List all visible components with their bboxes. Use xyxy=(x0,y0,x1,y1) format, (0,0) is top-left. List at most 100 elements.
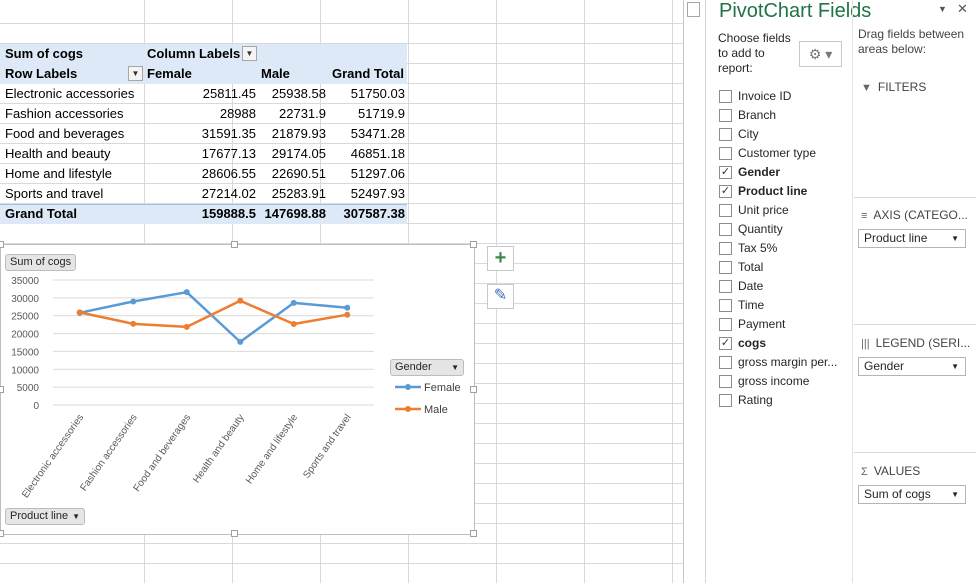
row-label[interactable]: Home and lifestyle xyxy=(5,166,112,181)
field-item[interactable]: Tax 5% xyxy=(719,239,851,258)
field-item[interactable]: Customer type xyxy=(719,144,851,163)
grand-total-label[interactable]: Grand Total xyxy=(5,206,77,221)
field-item[interactable]: Time xyxy=(719,296,851,315)
field-item[interactable]: Unit price xyxy=(719,201,851,220)
field-settings-button[interactable]: ⚙ ▾ xyxy=(799,41,842,67)
worksheet-grid[interactable]: Sum of cogs Column Labels ▼ Row Labels ▼… xyxy=(0,0,684,583)
cell-total[interactable]: 46851.18 xyxy=(350,146,405,161)
cell-total[interactable]: 51750.03 xyxy=(350,86,405,101)
pivot-chart[interactable]: Sum of cogs 35000 30000 25000 20000 15000 100… xyxy=(0,241,477,537)
field-checkbox[interactable]: ✓ xyxy=(719,166,732,179)
cell-female[interactable]: 31591.35 xyxy=(201,126,256,141)
values-field-button[interactable]: Sum of cogs xyxy=(5,254,77,271)
row-label[interactable]: Electronic accessories xyxy=(5,86,135,101)
field-item[interactable]: Payment xyxy=(719,315,851,334)
legend-field-button[interactable]: Gender ▼ xyxy=(390,359,464,376)
cell-total[interactable]: 53471.28 xyxy=(350,126,405,141)
field-item[interactable]: gross income xyxy=(719,372,851,391)
field-item[interactable]: Invoice ID xyxy=(719,87,851,106)
field-checkbox[interactable]: ✓ xyxy=(719,337,732,350)
header-female[interactable]: Female xyxy=(147,66,192,81)
cell-total[interactable]: 51719.9 xyxy=(358,106,405,121)
resize-handle[interactable] xyxy=(0,386,4,393)
cell-female[interactable]: 17677.13 xyxy=(201,146,256,161)
legend-field-pill[interactable]: Gender ▼ xyxy=(858,357,966,376)
axis-field-pill[interactable]: Product line ▼ xyxy=(858,229,966,248)
field-checkbox[interactable] xyxy=(719,109,732,122)
axis-field-button[interactable]: Product line ▼ xyxy=(5,508,86,525)
cell-female[interactable]: 28606.55 xyxy=(201,166,256,181)
field-checkbox[interactable] xyxy=(719,318,732,331)
resize-handle[interactable] xyxy=(470,386,477,393)
field-item[interactable]: City xyxy=(719,125,851,144)
field-item[interactable]: Rating xyxy=(719,391,851,410)
cell-male[interactable]: 21879.93 xyxy=(271,126,326,141)
field-label: City xyxy=(738,127,759,141)
field-checkbox[interactable] xyxy=(719,223,732,236)
chart-elements-button[interactable]: + xyxy=(487,246,514,271)
row-label[interactable]: Sports and travel xyxy=(5,186,104,201)
row-label[interactable]: Health and beauty xyxy=(5,146,111,161)
field-item[interactable]: Total xyxy=(719,258,851,277)
field-checkbox[interactable] xyxy=(719,90,732,103)
x-tick-label: Food and beverages xyxy=(132,412,194,493)
field-item[interactable]: Date xyxy=(719,277,851,296)
resize-handle[interactable] xyxy=(231,241,238,248)
row-labels-filter-button[interactable]: ▼ xyxy=(128,66,143,81)
cell-total[interactable]: 52497.93 xyxy=(350,186,405,201)
grand-total-female[interactable]: 159888.5 xyxy=(201,206,256,221)
pivot-column-labels[interactable]: Column Labels xyxy=(147,46,241,61)
field-checkbox[interactable] xyxy=(719,394,732,407)
cell-male[interactable]: 29174.05 xyxy=(271,146,326,161)
grand-total-male[interactable]: 147698.88 xyxy=(264,206,326,221)
cell-total[interactable]: 51297.06 xyxy=(350,166,405,181)
pane-close-button[interactable]: ✕ xyxy=(957,1,968,16)
pivot-row-labels[interactable]: Row Labels xyxy=(5,66,78,81)
field-item[interactable]: Quantity xyxy=(719,220,851,239)
field-item[interactable]: gross margin per... xyxy=(719,353,851,372)
field-checkbox[interactable] xyxy=(719,204,732,217)
field-item[interactable]: ✓ cogs xyxy=(719,334,851,353)
row-label[interactable]: Food and beverages xyxy=(5,126,125,141)
pivot-corner-label[interactable]: Sum of cogs xyxy=(5,46,84,61)
grand-total-total[interactable]: 307587.38 xyxy=(343,206,405,221)
field-checkbox[interactable] xyxy=(719,280,732,293)
data-point xyxy=(130,298,137,305)
pane-toggle-box[interactable] xyxy=(687,2,700,17)
field-item[interactable]: ✓ Product line xyxy=(719,182,851,201)
field-label: gross margin per... xyxy=(738,355,838,369)
field-checkbox[interactable] xyxy=(719,128,732,141)
field-checkbox[interactable] xyxy=(719,242,732,255)
cell-male[interactable]: 25938.58 xyxy=(271,86,326,101)
cell-male[interactable]: 22690.51 xyxy=(271,166,326,181)
header-male[interactable]: Male xyxy=(261,66,290,81)
area-divider xyxy=(854,197,976,198)
resize-handle[interactable] xyxy=(0,530,4,537)
field-checkbox[interactable] xyxy=(719,147,732,160)
cell-female[interactable]: 25811.45 xyxy=(202,86,256,101)
y-tick-label: 5000 xyxy=(17,383,40,394)
field-checkbox[interactable] xyxy=(719,299,732,312)
field-item[interactable]: ✓ Gender xyxy=(719,163,851,182)
resize-handle[interactable] xyxy=(231,530,238,537)
field-item[interactable]: Branch xyxy=(719,106,851,125)
field-checkbox[interactable] xyxy=(719,356,732,369)
resize-handle[interactable] xyxy=(470,241,477,248)
values-field-pill[interactable]: Sum of cogs ▼ xyxy=(858,485,966,504)
column-labels-filter-button[interactable]: ▼ xyxy=(242,46,257,61)
cell-male[interactable]: 25283.91 xyxy=(271,186,326,201)
field-checkbox[interactable] xyxy=(719,261,732,274)
row-label[interactable]: Fashion accessories xyxy=(5,106,124,121)
resize-handle[interactable] xyxy=(470,530,477,537)
pane-options-button[interactable]: ▼ xyxy=(938,4,947,14)
field-checkbox[interactable] xyxy=(719,375,732,388)
pane-splitter[interactable] xyxy=(852,0,853,583)
chart-styles-button[interactable]: ✎ xyxy=(487,284,514,309)
cell-female[interactable]: 27214.02 xyxy=(201,186,256,201)
field-checkbox[interactable]: ✓ xyxy=(719,185,732,198)
cell-female[interactable]: 28988 xyxy=(219,106,256,121)
resize-handle[interactable] xyxy=(0,241,4,248)
legend-field-label: Gender xyxy=(395,361,432,373)
cell-male[interactable]: 22731.9 xyxy=(279,106,326,121)
header-grand-total[interactable]: Grand Total xyxy=(332,66,404,81)
